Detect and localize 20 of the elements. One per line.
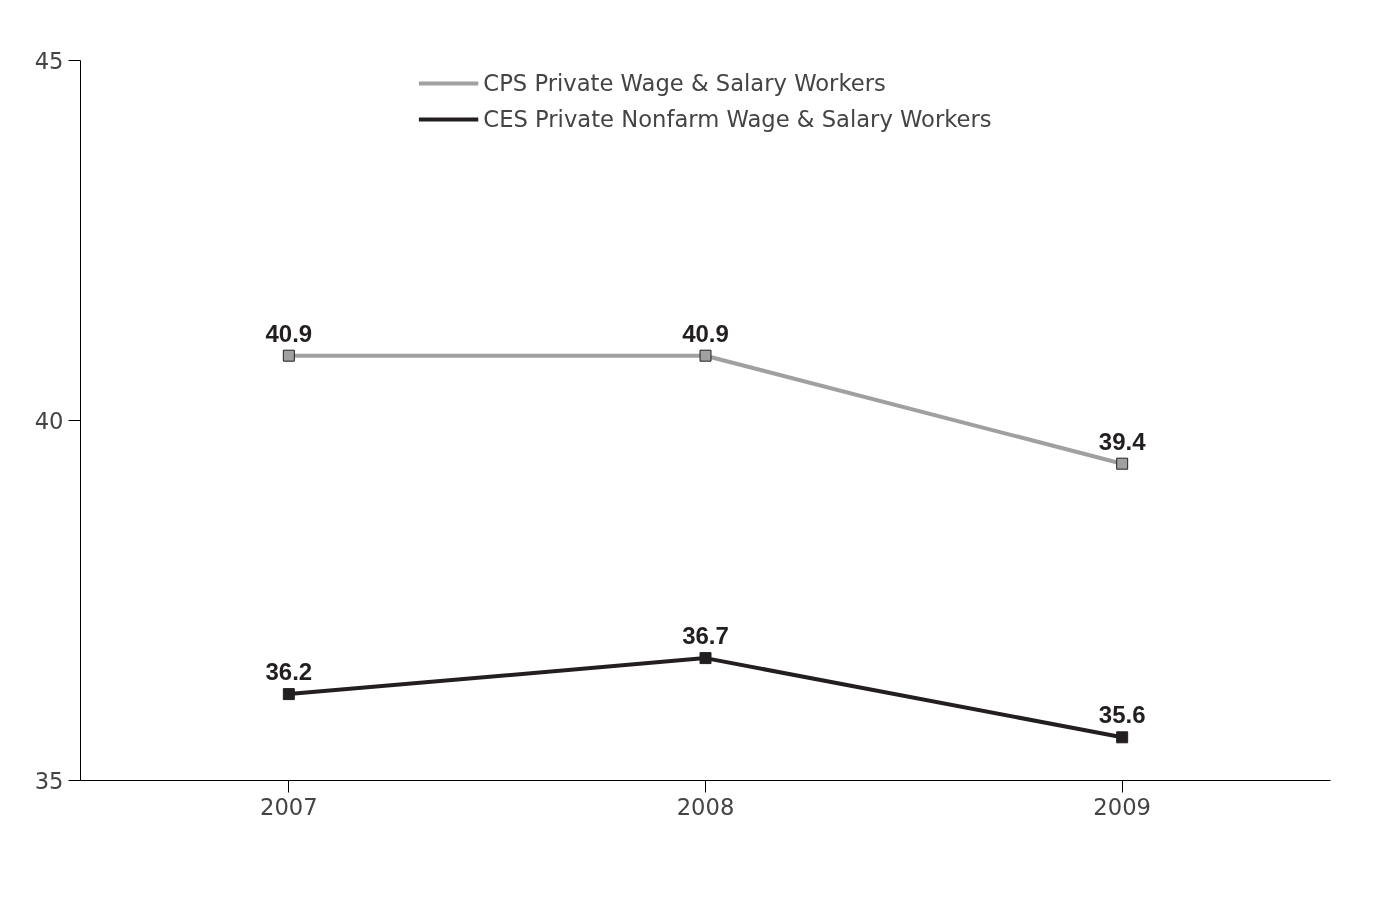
data-label: 36.2 xyxy=(265,658,313,686)
data-label: 39.4 xyxy=(1098,427,1147,455)
y-tick-label: 35 xyxy=(34,768,64,794)
point xyxy=(282,688,295,701)
point xyxy=(699,652,712,665)
point xyxy=(1116,731,1129,744)
y-tick-label: 40 xyxy=(34,408,64,434)
legend-label: CES Private Nonfarm Wage & Salary Workers xyxy=(483,106,992,132)
data-label: 40.9 xyxy=(682,319,729,347)
x-tick-label: 2009 xyxy=(1093,793,1152,820)
data-label: 35.6 xyxy=(1098,701,1146,729)
legend-label: CPS Private Wage & Salary Workers xyxy=(483,70,886,96)
point xyxy=(282,349,295,362)
point xyxy=(699,349,712,362)
data-label: 40.9 xyxy=(265,319,313,347)
point xyxy=(1116,457,1129,470)
x-tick-label: 2008 xyxy=(676,793,735,820)
data-label: 36.7 xyxy=(682,622,729,650)
y-tick-label: 45 xyxy=(34,48,64,74)
x-tick-label: 2007 xyxy=(260,793,318,820)
